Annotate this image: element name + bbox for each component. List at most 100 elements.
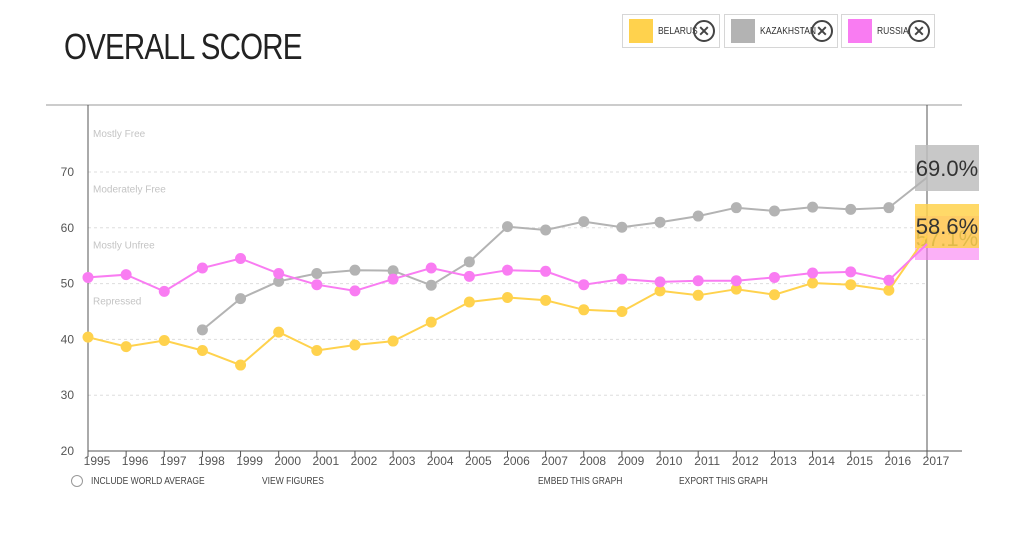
data-point-russia xyxy=(616,273,628,285)
data-point-belarus xyxy=(463,296,475,308)
data-point-kazakhstan xyxy=(273,275,285,287)
data-point-russia xyxy=(807,267,819,279)
data-point-kazakhstan xyxy=(883,202,895,214)
legend-label-russia: RUSSIA xyxy=(877,25,909,37)
world-average-radio[interactable] xyxy=(71,475,83,487)
x-tick-label: 2001 xyxy=(312,454,339,468)
end-label-box xyxy=(915,204,979,248)
data-point-russia xyxy=(120,269,132,281)
end-label-text: 69.0% xyxy=(916,156,978,181)
x-tick-label: 2016 xyxy=(885,454,912,468)
data-point-kazakhstan xyxy=(463,256,475,268)
end-label-box xyxy=(915,145,979,191)
data-point-kazakhstan xyxy=(502,221,513,233)
x-tick-label: 2005 xyxy=(465,454,492,468)
data-point-russia xyxy=(730,275,742,287)
x-tick-label: 2008 xyxy=(579,454,606,468)
data-point-russia xyxy=(654,276,666,288)
data-point-belarus xyxy=(273,326,285,338)
x-tick-label: 2012 xyxy=(732,454,759,468)
data-point-russia xyxy=(311,279,323,291)
band-label: Repressed xyxy=(93,296,141,307)
data-point-kazakhstan xyxy=(730,202,742,214)
legend-label-kazakhstan: KAZAKHSTAN xyxy=(760,25,817,37)
data-point-belarus xyxy=(120,341,132,353)
data-point-belarus xyxy=(425,316,437,328)
end-label-kazakhstan: 69.0% xyxy=(915,145,979,191)
export-graph-link[interactable]: EXPORT THIS GRAPH xyxy=(679,476,768,487)
data-point-kazakhstan xyxy=(768,205,780,217)
close-icon[interactable]: ✕ xyxy=(693,20,715,42)
data-point-kazakhstan xyxy=(807,201,819,213)
data-point-kazakhstan xyxy=(235,293,247,305)
data-point-kazakhstan xyxy=(540,224,552,236)
data-point-belarus xyxy=(578,304,590,316)
series-line-kazakhstan xyxy=(201,176,928,331)
close-icon[interactable]: ✕ xyxy=(811,20,833,42)
legend-swatch-belarus xyxy=(629,19,653,43)
data-point-belarus xyxy=(883,284,895,296)
band-label: Mostly Unfree xyxy=(93,241,155,252)
data-point-belarus xyxy=(845,279,857,291)
data-point-kazakhstan xyxy=(196,324,208,336)
data-point-kazakhstan xyxy=(845,203,857,215)
x-tick-label: 2006 xyxy=(503,454,530,468)
data-point-belarus xyxy=(502,292,513,304)
y-tick-label: 70 xyxy=(61,165,75,179)
data-point-russia xyxy=(235,252,247,264)
legend-chip-russia[interactable]: RUSSIA ✕ xyxy=(841,14,935,48)
data-point-kazakhstan xyxy=(616,221,628,233)
include-world-average-toggle[interactable]: INCLUDE WORLD AVERAGE xyxy=(91,476,205,487)
data-point-russia xyxy=(502,264,513,276)
data-point-kazakhstan xyxy=(578,216,590,228)
legend-chip-belarus[interactable]: BELARUS ✕ xyxy=(622,14,720,48)
data-point-belarus xyxy=(540,294,552,306)
data-point-russia xyxy=(463,270,475,282)
data-point-kazakhstan xyxy=(654,216,666,228)
x-tick-label: 2007 xyxy=(541,454,568,468)
legend-swatch-kazakhstan xyxy=(731,19,755,43)
data-point-russia xyxy=(349,285,361,297)
embed-graph-link[interactable]: EMBED THIS GRAPH xyxy=(538,476,623,487)
data-point-belarus xyxy=(768,289,780,301)
data-point-russia xyxy=(82,271,94,283)
x-tick-label: 1996 xyxy=(122,454,149,468)
x-tick-label: 2003 xyxy=(389,454,416,468)
x-tick-label: 2000 xyxy=(274,454,301,468)
x-tick-label: 1995 xyxy=(84,454,111,468)
band-label: Mostly Free xyxy=(93,129,146,140)
data-point-russia xyxy=(692,275,704,287)
y-tick-label: 40 xyxy=(61,332,75,346)
band-label: Moderately Free xyxy=(93,185,166,196)
close-icon[interactable]: ✕ xyxy=(908,20,930,42)
x-tick-label: 2002 xyxy=(351,454,378,468)
data-point-belarus xyxy=(349,339,361,351)
data-point-belarus xyxy=(730,283,742,295)
x-tick-label: 1997 xyxy=(160,454,187,468)
data-point-belarus xyxy=(311,345,323,357)
data-point-belarus xyxy=(235,359,247,371)
data-point-belarus xyxy=(616,305,628,317)
x-tick-label: 2017 xyxy=(923,454,950,468)
data-point-russia xyxy=(883,274,895,286)
data-point-belarus xyxy=(807,277,819,289)
y-tick-label: 50 xyxy=(61,277,75,291)
x-tick-label: 2013 xyxy=(770,454,797,468)
data-point-kazakhstan xyxy=(692,210,704,222)
x-tick-label: 1998 xyxy=(198,454,225,468)
data-point-russia xyxy=(158,285,170,297)
data-point-russia xyxy=(273,268,285,280)
end-label-belarus: 58.6% xyxy=(915,204,979,248)
view-figures-link[interactable]: VIEW FIGURES xyxy=(262,476,324,487)
x-tick-label: 2004 xyxy=(427,454,454,468)
legend-chip-kazakhstan[interactable]: KAZAKHSTAN ✕ xyxy=(724,14,838,48)
x-tick-label: 2015 xyxy=(846,454,873,468)
legend-swatch-russia xyxy=(848,19,872,43)
data-point-belarus xyxy=(158,335,170,347)
x-tick-label: 1999 xyxy=(236,454,263,468)
x-tick-label: 2009 xyxy=(618,454,645,468)
y-tick-label: 20 xyxy=(61,444,75,458)
data-point-belarus xyxy=(654,285,666,297)
y-tick-label: 30 xyxy=(61,388,75,402)
data-point-belarus xyxy=(82,331,94,343)
